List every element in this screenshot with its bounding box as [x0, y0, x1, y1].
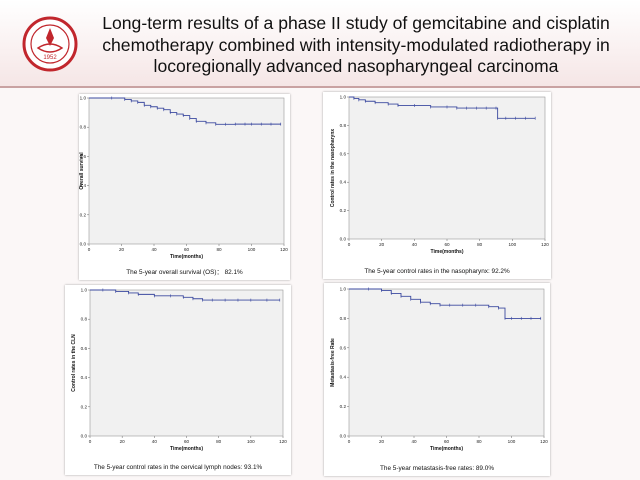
y-tick-label: 0.0	[340, 237, 347, 242]
x-tick-label: 40	[151, 247, 157, 252]
x-tick-label: 120	[541, 242, 549, 247]
y-tick-label: 0.4	[340, 375, 347, 380]
x-tick-label: 60	[444, 439, 450, 444]
y-tick-label: 1.0	[81, 288, 88, 293]
header-divider	[0, 86, 640, 88]
plot-area	[88, 97, 285, 245]
y-axis-label: Control rates in the CLN	[71, 334, 77, 392]
y-tick-label: 0.8	[340, 316, 347, 321]
y-tick-label: 0.2	[80, 212, 87, 217]
x-tick-label: 60	[184, 439, 190, 444]
y-tick-label: 0.0	[80, 242, 87, 247]
plot-area	[348, 288, 545, 437]
chart-caption: The 5-year control rates in the cervical…	[93, 464, 263, 471]
y-axis-label: Control rates in the nasopharynx	[330, 129, 336, 208]
x-tick-label: 20	[379, 242, 385, 247]
x-tick-label: 40	[152, 439, 158, 444]
x-tick-label: 120	[540, 439, 548, 444]
chart-panel-nasopharynx-control: 0.0 0.2 0.4 0.6 0.8 1.0 0 20 40 60 80 100 120 Time(mo…	[323, 92, 551, 279]
x-tick-label: 0	[88, 247, 91, 252]
plot-area	[89, 289, 284, 437]
y-tick-label: 0.4	[80, 183, 87, 188]
y-tick-label: 0.6	[340, 151, 347, 156]
y-tick-label: 0.0	[81, 434, 88, 439]
y-tick-label: 0.6	[81, 346, 88, 351]
y-tick-label: 0.2	[340, 404, 347, 409]
x-tick-label: 80	[477, 242, 483, 247]
plot-area	[348, 96, 546, 240]
y-tick-label: 0.6	[340, 345, 347, 350]
y-tick-label: 1.0	[80, 96, 87, 101]
x-tick-label: 0	[89, 439, 92, 444]
y-tick-label: 0.4	[340, 180, 347, 185]
y-tick-label: 1.0	[340, 95, 347, 100]
x-tick-label: 80	[216, 247, 222, 252]
x-tick-label: 100	[508, 439, 516, 444]
x-tick-label: 60	[184, 247, 190, 252]
x-tick-label: 80	[216, 439, 222, 444]
slide-header	[0, 0, 640, 86]
x-tick-label: 20	[120, 439, 126, 444]
y-tick-label: 0.8	[81, 317, 88, 322]
slide-title: Long-term results of a phase II study of…	[102, 13, 610, 76]
y-tick-label: 0.2	[340, 208, 347, 213]
x-tick-label: 100	[248, 247, 256, 252]
x-tick-label: 120	[280, 247, 288, 252]
y-tick-label: 1.0	[340, 287, 347, 292]
x-tick-label: 60	[444, 242, 450, 247]
x-tick-label: 20	[379, 439, 385, 444]
x-tick-label: 0	[348, 439, 351, 444]
y-tick-label: 0.8	[80, 125, 87, 130]
x-tick-label: 80	[476, 439, 482, 444]
y-tick-label: 0.0	[340, 434, 347, 439]
chart-caption: The 5-year overall survival (OS)： 82.1%	[126, 269, 243, 276]
y-tick-label: 0.4	[81, 375, 88, 380]
x-tick-label: 100	[247, 439, 255, 444]
x-tick-label: 40	[411, 439, 417, 444]
x-axis-label: Time(months)	[431, 249, 464, 255]
x-tick-label: 20	[119, 247, 125, 252]
x-axis-label: Time(months)	[170, 446, 203, 452]
y-axis-label: Metastasis-free Rate	[330, 338, 336, 387]
y-tick-label: 0.6	[80, 154, 87, 159]
chart-panel-cln-control: 0.0 0.2 0.4 0.6 0.8 1.0 0 20 40 60 80 100 120 Time(mo…	[65, 285, 291, 475]
x-tick-label: 40	[412, 242, 418, 247]
chart-caption: The 5-year control rates in the nasophar…	[364, 268, 510, 275]
x-axis-label: Time(months)	[430, 446, 463, 452]
chart-panel-overall-survival: 0.0 0.2 0.4 0.6 0.8 1.0 0 20 40 60 80 100 120 Time(mo…	[79, 94, 290, 280]
x-tick-label: 0	[348, 242, 351, 247]
y-axis-label: Overall survival	[79, 152, 85, 190]
university-seal-logo: 1952	[22, 16, 78, 72]
logo-year: 1952	[43, 55, 57, 61]
x-tick-label: 100	[508, 242, 516, 247]
chart-caption: The 5-year metastasis-free rates: 89.0%	[379, 465, 494, 472]
x-tick-label: 120	[279, 439, 287, 444]
x-axis-label: Time(months)	[170, 254, 203, 260]
y-tick-label: 0.8	[340, 123, 347, 128]
y-tick-label: 0.2	[81, 404, 88, 409]
chart-panel-metastasis-free: 0.0 0.2 0.4 0.6 0.8 1.0 0 20 40 60 80 100 120 Time(mo…	[324, 283, 550, 476]
